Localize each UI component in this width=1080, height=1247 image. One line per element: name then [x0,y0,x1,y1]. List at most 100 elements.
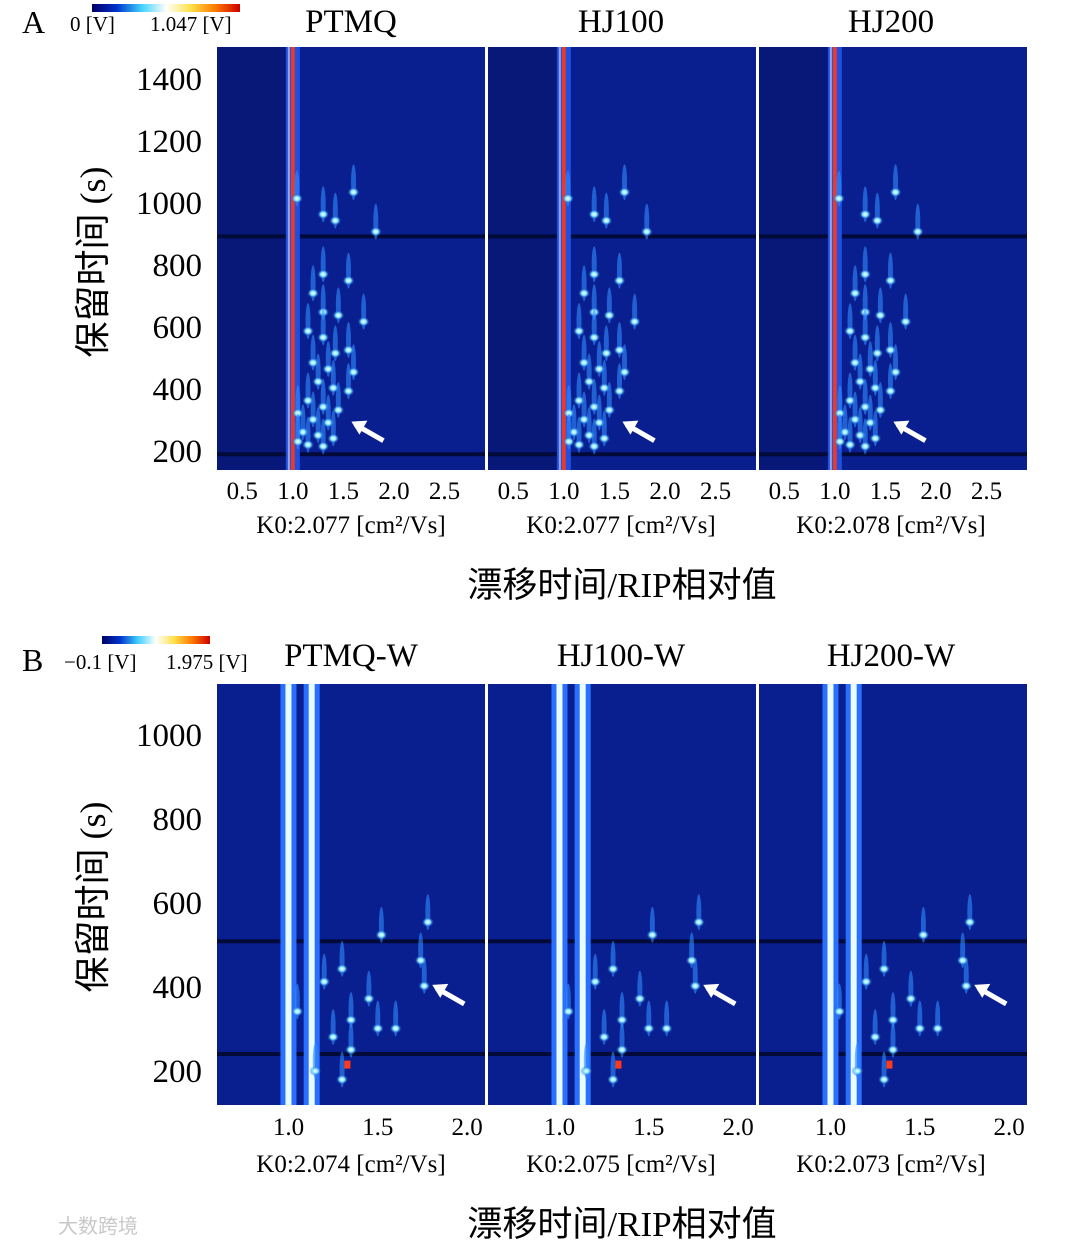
peak-spot [347,187,360,198]
peak-spot [931,1023,944,1034]
peak-spot [874,405,887,416]
k0-label: K0:2.077 [cm²/Vs] [526,512,716,539]
peak-spot [588,441,601,452]
y-tick-label: 1400 [136,62,202,98]
peak-spot [859,441,872,452]
peak-spot [860,976,873,987]
rip-line [561,47,566,470]
peak-spot [628,316,641,327]
annotation-arrow [893,420,927,443]
peak-spot [854,376,867,387]
k0-label: K0:2.078 [cm²/Vs] [796,512,986,539]
peak-spot [844,439,857,450]
horizontal-break [759,234,1027,239]
peak-spot [414,955,427,966]
horizontal-break [217,452,485,457]
y-tick-label: 1000 [136,718,202,754]
x-tick-label: 2.0 [451,1114,483,1141]
peak-spot [685,955,698,966]
peak-spot [607,963,620,974]
peak-spot [613,386,626,397]
rip-edge [287,47,290,470]
peak-spot [913,1023,926,1034]
heatmap-HJ200-W [759,684,1027,1105]
sample-title: HJ100 [577,4,665,40]
heatmap-panel-b [217,684,1027,1105]
rip-edge [558,47,561,470]
annotation-arrow [974,983,1008,1007]
y-tick-label: 200 [152,1054,203,1090]
peak-spot [327,433,340,444]
annotation-arrow [622,420,656,443]
peak-spot [290,193,303,204]
peak-spot [616,1014,628,1025]
x-tick-label: 2.0 [920,478,952,505]
peak-spot [562,1006,575,1017]
heatmap-HJ200 [759,47,1027,470]
peak-spot [849,288,862,299]
heatmap-HJ100 [488,47,756,470]
peak-spot [889,187,902,198]
peak-spot [307,288,320,299]
peak-spot [859,209,872,220]
peak-spot [911,226,924,237]
x-tick-label: 1.0 [814,1114,847,1141]
y-tick-label: 1200 [136,124,202,160]
peak-spot [600,348,613,359]
y-tick-label: 600 [152,886,203,922]
x-tick-label: 0.5 [768,478,800,505]
watermark: 大数跨境 [58,1214,138,1238]
heatmap-shade [488,47,559,470]
peak-spot [871,348,884,359]
heatmap-PTMQ [217,47,485,470]
peak-spot [884,386,897,397]
horizontal-break [759,452,1027,457]
horizontal-break [217,234,485,239]
peak-spot [598,433,611,444]
annotation-arrow [351,420,385,443]
peak-spot [345,1014,357,1025]
x-tick-label: 1.5 [633,1114,665,1141]
peak-spot [336,1074,349,1085]
y-tick-label: 400 [152,372,203,408]
peak-spot [418,980,431,991]
k0-label: K0:2.075 [cm²/Vs] [526,1151,716,1178]
peak-spot [345,1044,357,1055]
peak-spot [291,1006,304,1017]
horizontal-break [488,939,756,944]
sample-title: HJ100-W [556,638,686,674]
peak-spot [583,376,596,387]
peak-spot [618,187,631,198]
colorbar-b [102,636,210,644]
peak-spot [369,226,382,237]
x-tick-label: 1.5 [869,478,902,505]
peak-spot [960,980,973,991]
bright-column-core [827,684,834,1105]
bright-column-core [579,684,586,1105]
peak-spot [309,1065,322,1076]
x-tick-label: 1.5 [327,478,360,505]
peak-spot [588,209,601,220]
peak-spot [573,326,586,337]
peak-spot [878,1074,891,1085]
peak-spot [884,275,897,286]
peak-spot [607,1074,620,1085]
y-tick-label: 1000 [136,186,202,222]
peak-spot [588,269,601,280]
peak-spot [598,1031,611,1042]
k0-label: K0:2.077 [cm²/Vs] [256,512,446,539]
annotation-arrow [703,983,737,1007]
x-tick-label: 1.0 [819,478,851,505]
peak-spot [646,929,659,940]
heatmap-shade [217,47,288,470]
peak-spot [887,1014,899,1025]
bright-column-core [308,684,315,1105]
horizontal-break [759,939,1027,944]
horizontal-break [488,234,756,239]
peak-spot [578,288,591,299]
peak-spot [832,193,845,204]
peak-spot [317,332,330,343]
heatmap-PTMQ-W [217,684,485,1105]
bright-column-core [556,684,563,1105]
x-tick-label: 1.0 [543,1114,576,1141]
